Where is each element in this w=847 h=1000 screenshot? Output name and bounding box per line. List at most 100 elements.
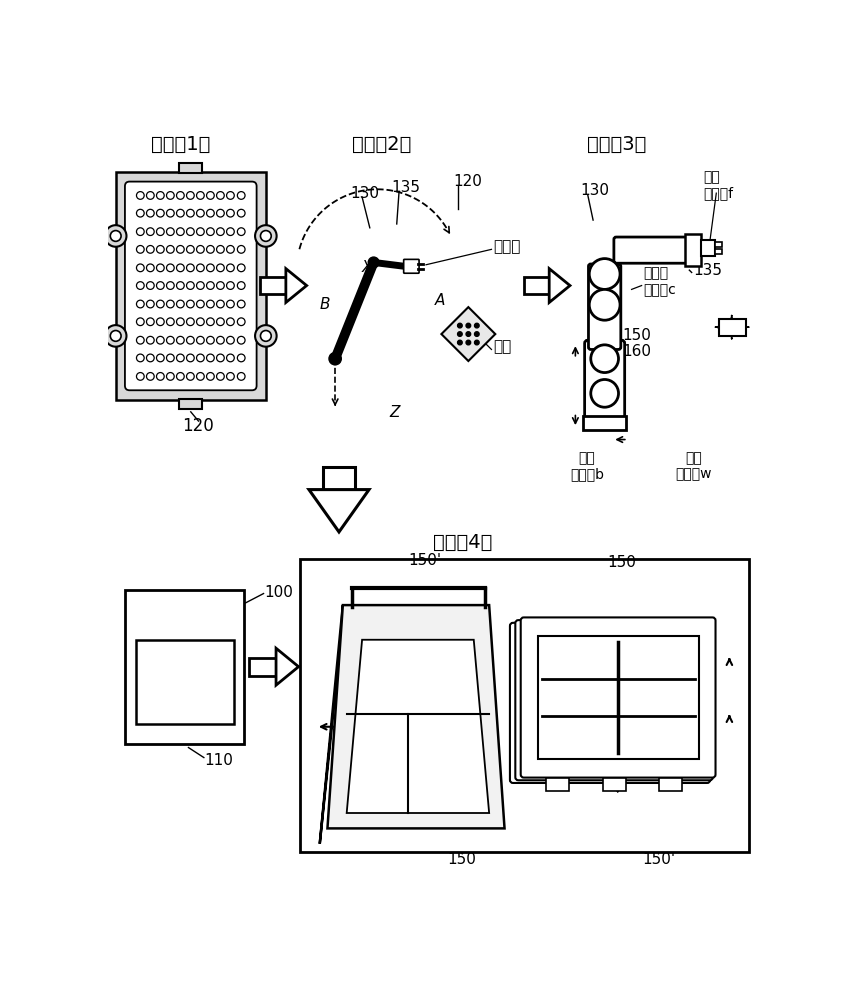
Text: 120: 120: [183, 417, 214, 435]
Text: 120: 120: [453, 174, 482, 189]
Circle shape: [136, 318, 144, 326]
Circle shape: [591, 379, 618, 407]
FancyBboxPatch shape: [584, 340, 625, 423]
Circle shape: [147, 192, 154, 199]
Circle shape: [186, 373, 194, 380]
Circle shape: [136, 192, 144, 199]
Text: 摄像头
坐标系c: 摄像头 坐标系c: [643, 267, 676, 297]
Text: B: B: [320, 297, 330, 312]
Circle shape: [167, 209, 174, 217]
Circle shape: [197, 354, 204, 362]
Circle shape: [157, 354, 164, 362]
Text: 150: 150: [448, 852, 477, 867]
Circle shape: [176, 373, 185, 380]
Circle shape: [237, 264, 245, 272]
Circle shape: [167, 354, 174, 362]
Circle shape: [197, 228, 204, 235]
Circle shape: [157, 264, 164, 272]
Circle shape: [237, 336, 245, 344]
Circle shape: [466, 340, 471, 345]
Text: 150': 150': [408, 553, 441, 568]
Circle shape: [217, 300, 224, 308]
Circle shape: [176, 300, 185, 308]
Circle shape: [237, 246, 245, 253]
Circle shape: [207, 246, 214, 253]
Circle shape: [176, 264, 185, 272]
Circle shape: [237, 209, 245, 217]
Circle shape: [136, 246, 144, 253]
Text: 凸缘
坐标系f: 凸缘 坐标系f: [703, 170, 734, 200]
Bar: [301, 559, 749, 852]
Circle shape: [227, 373, 235, 380]
Circle shape: [157, 209, 164, 217]
Circle shape: [197, 318, 204, 326]
Circle shape: [167, 264, 174, 272]
Circle shape: [197, 282, 204, 289]
Circle shape: [207, 264, 214, 272]
Circle shape: [197, 300, 204, 308]
Circle shape: [136, 228, 144, 235]
Circle shape: [207, 228, 214, 235]
Circle shape: [186, 264, 194, 272]
Text: 150': 150': [642, 852, 675, 867]
Circle shape: [457, 323, 462, 328]
Circle shape: [227, 228, 235, 235]
Bar: [180, 399, 202, 409]
Bar: [136, 640, 234, 724]
Circle shape: [176, 354, 185, 362]
Circle shape: [176, 336, 185, 344]
Bar: [180, 163, 202, 173]
Bar: [715, 249, 722, 254]
Circle shape: [147, 300, 154, 308]
Circle shape: [227, 264, 235, 272]
Circle shape: [105, 225, 126, 247]
Polygon shape: [346, 640, 490, 813]
Circle shape: [167, 282, 174, 289]
Circle shape: [197, 209, 204, 217]
Circle shape: [136, 354, 144, 362]
Circle shape: [197, 192, 204, 199]
Bar: [261, 277, 286, 294]
Circle shape: [227, 336, 235, 344]
Polygon shape: [328, 605, 505, 828]
Circle shape: [147, 209, 154, 217]
Circle shape: [186, 354, 194, 362]
Circle shape: [176, 209, 185, 217]
Circle shape: [186, 300, 194, 308]
FancyBboxPatch shape: [589, 264, 621, 349]
Circle shape: [261, 331, 271, 341]
Circle shape: [176, 228, 185, 235]
Text: 基座
坐标系b: 基座 坐标系b: [570, 451, 604, 481]
Circle shape: [157, 246, 164, 253]
Circle shape: [227, 192, 235, 199]
Circle shape: [227, 246, 235, 253]
Circle shape: [176, 282, 185, 289]
Circle shape: [167, 336, 174, 344]
Text: 150: 150: [623, 328, 651, 343]
Circle shape: [217, 318, 224, 326]
Circle shape: [186, 246, 194, 253]
FancyBboxPatch shape: [614, 237, 688, 263]
Circle shape: [157, 300, 164, 308]
Circle shape: [186, 209, 194, 217]
Circle shape: [147, 318, 154, 326]
Circle shape: [207, 282, 214, 289]
Circle shape: [186, 192, 194, 199]
FancyBboxPatch shape: [404, 259, 419, 273]
Circle shape: [167, 228, 174, 235]
Circle shape: [207, 300, 214, 308]
Circle shape: [176, 318, 185, 326]
Polygon shape: [309, 490, 369, 532]
FancyBboxPatch shape: [521, 617, 716, 778]
Circle shape: [207, 336, 214, 344]
Text: 步骤（1）: 步骤（1）: [152, 135, 211, 154]
Circle shape: [590, 259, 620, 289]
Text: 标记: 标记: [493, 340, 512, 355]
Circle shape: [217, 228, 224, 235]
Circle shape: [197, 264, 204, 272]
Circle shape: [157, 373, 164, 380]
Text: 160: 160: [623, 344, 651, 359]
Circle shape: [186, 228, 194, 235]
Bar: [715, 242, 722, 247]
Circle shape: [167, 192, 174, 199]
